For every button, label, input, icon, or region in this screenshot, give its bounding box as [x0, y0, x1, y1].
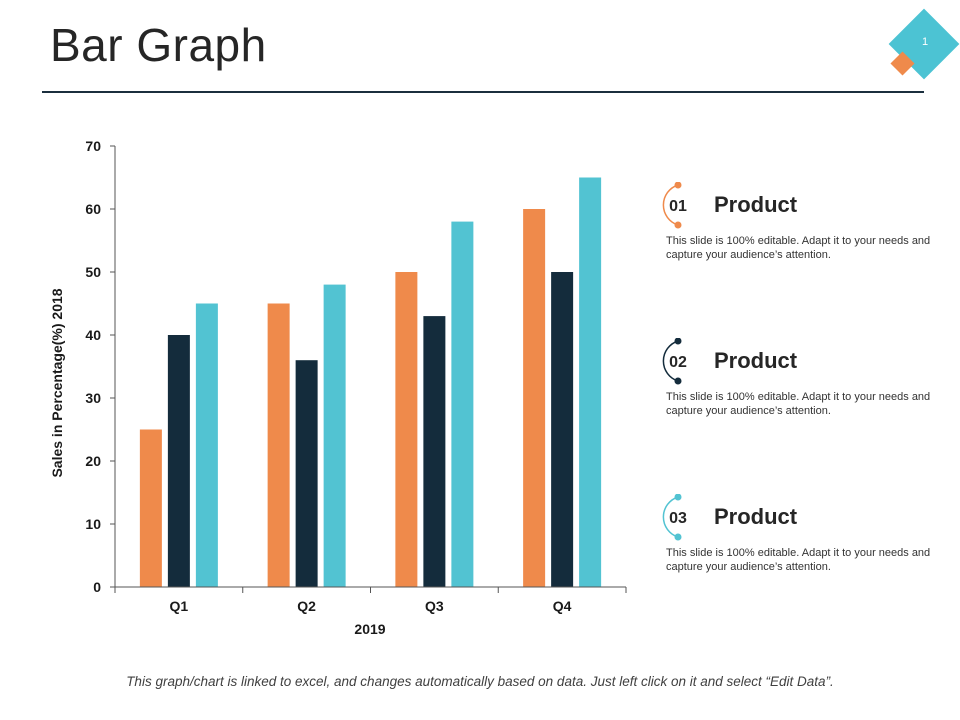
legend-title: Product: [714, 504, 798, 529]
bar-q4-series-1: [523, 209, 546, 587]
x-tick-label: Q3: [425, 598, 444, 614]
x-tick-label: Q1: [170, 598, 189, 614]
y-tick-label: 60: [85, 201, 101, 217]
legend-title: Product: [714, 192, 798, 217]
legend-number: 02: [669, 354, 687, 371]
y-axis-label: Sales in Percentage(%) 2018: [49, 288, 65, 477]
legend-title: Product: [714, 348, 798, 373]
slide-number: 1: [921, 36, 929, 48]
bracket-icon: [662, 182, 682, 229]
x-axis-label: 2019: [354, 621, 385, 637]
legend-item-2: 02 Product This slide is 100% editable. …: [656, 338, 936, 448]
legend-item-3: 03 Product This slide is 100% editable. …: [656, 494, 936, 604]
slide-number-badge: 1: [888, 8, 960, 80]
legend-description: This slide is 100% editable. Adapt it to…: [666, 547, 931, 573]
y-tick-label: 30: [85, 390, 101, 406]
y-tick-label: 70: [85, 138, 101, 154]
y-tick-label: 40: [85, 327, 101, 343]
bar-q1-series-1: [139, 429, 162, 587]
bar-q3-series-2: [423, 316, 446, 587]
title-divider: [42, 91, 924, 93]
bars-group: [139, 177, 602, 587]
y-tick-label: 50: [85, 264, 101, 280]
legend-description: This slide is 100% editable. Adapt it to…: [666, 391, 931, 417]
bar-q2-series-2: [295, 360, 318, 587]
x-tick-label: Q2: [297, 598, 316, 614]
legend-description: This slide is 100% editable. Adapt it to…: [666, 235, 931, 261]
legend-item-1: 01 Product This slide is 100% editable. …: [656, 182, 936, 292]
y-tick-label: 0: [93, 579, 101, 595]
bar-q1-series-3: [195, 303, 218, 587]
bracket-icon: [662, 494, 682, 541]
y-ticks-group: 0 10 20 30 40 50 60 70: [85, 138, 115, 595]
bar-q4-series-2: [551, 272, 574, 587]
legend-number: 01: [669, 198, 687, 215]
x-tick-label: Q4: [553, 598, 572, 614]
bar-q2-series-1: [267, 303, 290, 587]
footer-note: This graph/chart is linked to excel, and…: [126, 674, 834, 689]
x-ticks-group: Q1 Q2 Q3 Q4: [114, 587, 627, 614]
bracket-icon: [662, 338, 682, 385]
bar-q2-series-3: [323, 284, 346, 587]
bar-q3-series-1: [395, 272, 418, 587]
bar-q1-series-2: [167, 335, 190, 587]
legend-number: 03: [669, 510, 687, 527]
bar-q3-series-3: [451, 221, 474, 587]
y-tick-label: 20: [85, 453, 101, 469]
y-tick-label: 10: [85, 516, 101, 532]
bar-q4-series-3: [579, 177, 602, 587]
slide-title: Bar Graph: [50, 19, 267, 71]
